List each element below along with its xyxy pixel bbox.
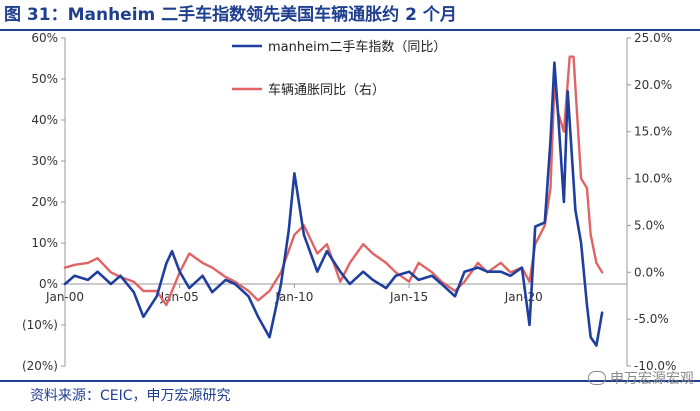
- x-tick-label: Jan-10: [274, 290, 313, 304]
- left-tick-label: (20%): [22, 359, 58, 373]
- x-tick-label: Jan-00: [45, 290, 84, 304]
- left-tick-label: 10%: [31, 236, 58, 250]
- watermark-text: 申万宏源宏观: [610, 371, 694, 387]
- line-chart: 60% 50% 40% 30% 20% 10% 0% (10%) (20%) 25.0% 20.0…: [22, 32, 677, 373]
- footer-divider: [0, 380, 700, 382]
- legend-label: 车辆通胀同比（右）: [268, 82, 385, 98]
- right-tick-label: 15.0%: [634, 125, 672, 139]
- right-tick-label: 20.0%: [634, 78, 672, 92]
- right-tick-label: -10.0%: [634, 359, 676, 373]
- right-tick-label: 10.0%: [634, 172, 672, 186]
- wechat-icon: [588, 371, 606, 385]
- x-axis: Jan-00 Jan-05 Jan-10 Jan-15 Jan-20: [45, 283, 627, 304]
- right-tick-label: 0.0%: [634, 265, 665, 279]
- left-tick-label: 30%: [31, 154, 58, 168]
- x-tick-label: Jan-20: [504, 290, 543, 304]
- watermark: 申万宏源宏观: [588, 368, 694, 388]
- source-note: 资料来源：CEIC，申万宏源研究: [30, 388, 231, 404]
- x-tick-label: Jan-15: [389, 290, 428, 304]
- legend: manheim二手车指数（同比） 车辆通胀同比（右）: [232, 39, 446, 98]
- chart-title: 图 31：Manheim 二手车指数领先美国车辆通胀约 2 个月: [4, 5, 457, 25]
- right-tick-label: 5.0%: [634, 218, 665, 232]
- series-lines: [63, 55, 604, 347]
- manheim-series-line: [63, 61, 604, 347]
- right-tick-label: -5.0%: [634, 312, 669, 326]
- title-divider: [0, 29, 700, 31]
- left-tick-label: 40%: [31, 113, 58, 127]
- left-tick-label: 20%: [31, 195, 58, 209]
- right-axis: 25.0% 20.0% 15.0% 10.0% 5.0% 0.0% -5.0% -10.0%: [626, 32, 676, 373]
- right-tick-label: 25.0%: [634, 32, 672, 45]
- left-tick-label: 60%: [31, 32, 58, 45]
- left-tick-label: 50%: [31, 72, 58, 86]
- left-tick-label: 0%: [39, 277, 58, 291]
- left-axis: 60% 50% 40% 30% 20% 10% 0% (10%) (20%): [22, 32, 66, 373]
- left-tick-label: (10%): [22, 318, 58, 332]
- legend-label: manheim二手车指数（同比）: [268, 39, 446, 55]
